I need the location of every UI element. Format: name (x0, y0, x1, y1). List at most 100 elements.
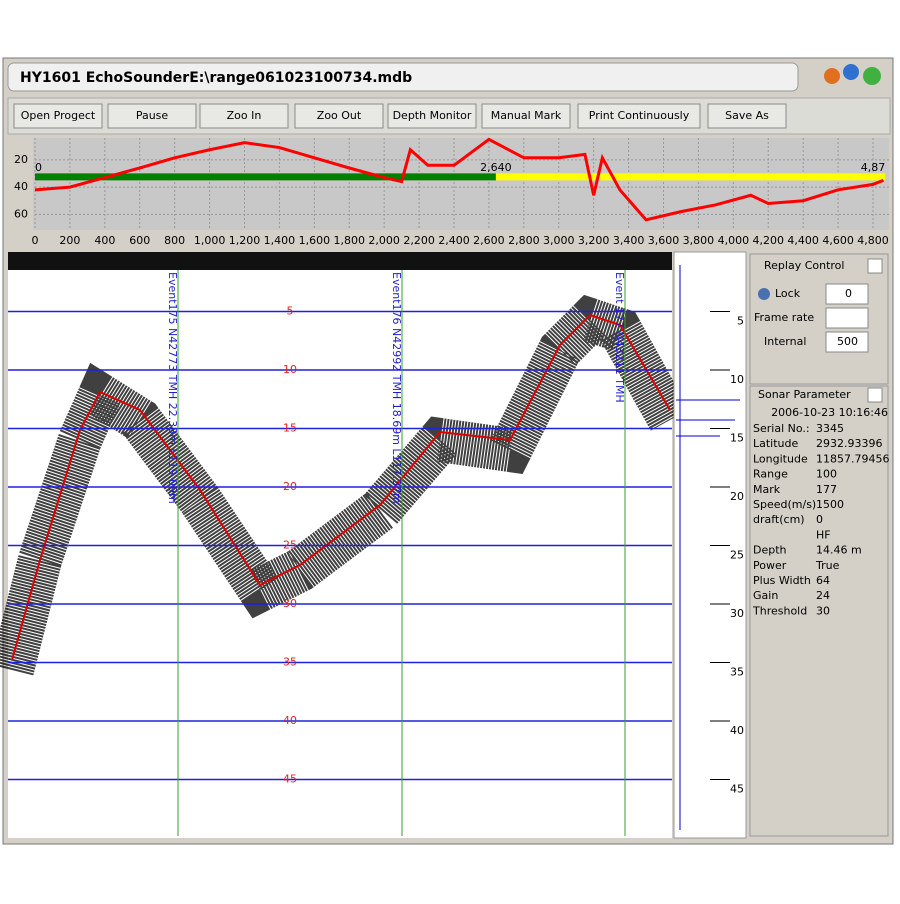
param-label: Gain (753, 589, 778, 602)
x-tick-label: 1,000 (194, 234, 226, 247)
depth-label: 10 (283, 363, 297, 376)
sonar-parameter-panel (749, 385, 889, 837)
sounding-peaks (676, 399, 740, 437)
param-value: 3345 (816, 422, 844, 435)
scale-label: 20 (730, 490, 744, 503)
checkbox[interactable] (867, 258, 883, 274)
event-label: Event175 N42773 TMH 22.38m L119.09m (166, 272, 179, 504)
toolbar-button[interactable] (387, 103, 477, 129)
lock-input[interactable] (825, 283, 869, 305)
panel-title: Replay Control (764, 259, 844, 272)
title-bar (7, 62, 799, 92)
scale-label: 25 (730, 549, 744, 562)
window-title: HY1601 EchoSounderE:\range061023100734.m… (20, 70, 412, 86)
scale-label: 15 (730, 432, 744, 445)
scale-label: 30 (730, 607, 744, 620)
echo-returns (0, 294, 690, 676)
toolbar-button[interactable] (481, 103, 571, 129)
toolbar-button[interactable] (199, 103, 289, 129)
label: Lock (775, 287, 801, 300)
depth-label: 25 (283, 539, 297, 552)
button-label: Open Progect (21, 109, 96, 122)
button-label: Zoo In (227, 109, 262, 122)
param-label: Speed(m/s) (753, 498, 816, 511)
param-value: 11857.79456 (816, 452, 889, 465)
x-tick-label: 1,400 (264, 234, 296, 247)
depth-label: 20 (283, 480, 297, 493)
depth-label: 5 (287, 305, 294, 318)
param-label: Mark (753, 483, 781, 496)
toolbar-button[interactable] (577, 103, 701, 129)
param-label: Threshold (752, 604, 807, 617)
depth-label: 15 (283, 422, 297, 435)
panel-title: Sonar Parameter (758, 388, 851, 401)
param-value: 0 (816, 513, 823, 526)
x-tick-label: 1,800 (334, 234, 366, 247)
toolbar-button[interactable] (294, 103, 384, 129)
button-label: Save As (725, 109, 769, 122)
close-button[interactable] (863, 67, 881, 85)
depth-label: 45 (283, 773, 297, 786)
scale-label: 40 (730, 724, 744, 737)
param-value: HF (816, 528, 831, 541)
x-tick-label: 800 (164, 234, 185, 247)
button-label: Print Continuously (589, 109, 690, 122)
lock-radio[interactable] (758, 288, 770, 300)
x-tick-label: 4,000 (718, 234, 750, 247)
checkbox[interactable] (867, 387, 883, 403)
param-value: 24 (816, 589, 830, 602)
value: 0 (845, 287, 852, 300)
internal-input[interactable] (825, 331, 869, 353)
x-tick-label: 2,800 (508, 234, 540, 247)
x-tick-label: 2,600 (473, 234, 505, 247)
x-tick-label: 3,600 (648, 234, 680, 247)
overview-plot (33, 138, 889, 230)
button-label: Manual Mark (491, 109, 562, 122)
label: Frame rate (754, 311, 814, 324)
echo-band (0, 294, 690, 676)
depth-line (34, 137, 885, 222)
progress-label: 4,87 (861, 161, 886, 174)
param-label: Plus Width (753, 574, 811, 587)
param-label: Range (753, 468, 788, 481)
param-label: Serial No.: (753, 422, 810, 435)
progress-label: 0 (35, 161, 42, 174)
toolbar-button[interactable] (13, 103, 103, 129)
button-label: Pause (136, 109, 169, 122)
param-value: 100 (816, 468, 837, 481)
param-label: Latitude (753, 437, 799, 450)
x-tick-label: 4,200 (753, 234, 785, 247)
x-tick-label: 200 (59, 234, 80, 247)
bottom-line (11, 313, 671, 661)
x-tick-label: 4,600 (822, 234, 854, 247)
scale-label: 45 (730, 783, 744, 796)
event-label: Event 177 N43211 TMH (613, 272, 626, 403)
param-label: Power (753, 559, 787, 572)
help-button[interactable] (843, 64, 859, 80)
y-tick-label: 20 (14, 153, 28, 166)
x-tick-label: 3,200 (578, 234, 610, 247)
x-tick-label: 2,400 (438, 234, 470, 247)
param-label: Depth (753, 544, 787, 557)
button-label: Depth Monitor (393, 109, 472, 122)
toolbar-button[interactable] (707, 103, 787, 129)
toolbar-button[interactable] (107, 103, 197, 129)
param-value: 64 (816, 574, 830, 587)
button-label: Zoo Out (317, 109, 362, 122)
x-tick-label: 1,200 (229, 234, 261, 247)
param-value: 2932.93396 (816, 437, 882, 450)
param-label: Longitude (753, 452, 808, 465)
x-tick-label: 3,000 (543, 234, 575, 247)
scale-label: 5 (737, 315, 744, 328)
value: 500 (837, 335, 858, 348)
frame-rate-input[interactable] (825, 307, 869, 329)
depth-label: 40 (283, 714, 297, 727)
param-value: True (815, 559, 840, 572)
x-tick-label: 3,800 (683, 234, 715, 247)
x-tick-label: 400 (94, 234, 115, 247)
event-label: Event176 N42992 TMH 18.69m L117.37m (390, 272, 403, 504)
minimize-button[interactable] (824, 68, 840, 84)
param-value: 14.46 m (816, 544, 862, 557)
echogram-header (8, 252, 672, 270)
